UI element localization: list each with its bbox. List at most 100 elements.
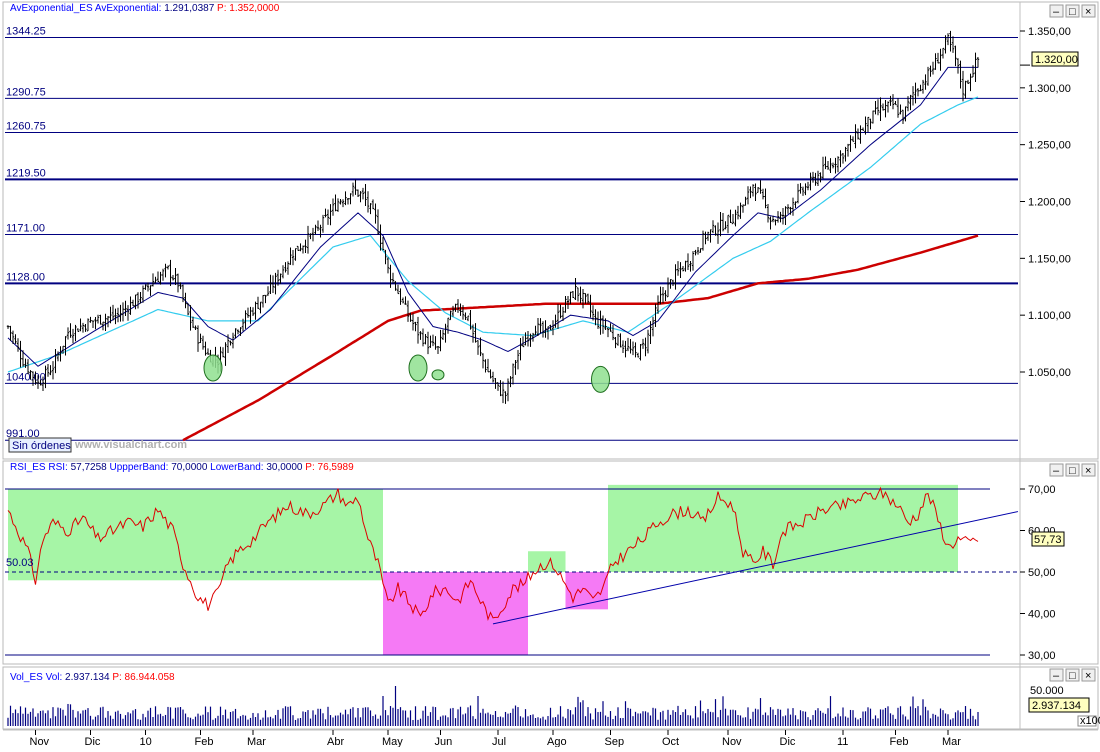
x-tick-label: Mar	[942, 736, 961, 747]
window-control-glyph: ×	[1085, 670, 1091, 682]
volume-last-label: 2.937.134	[1032, 700, 1081, 712]
rsi-tick-label: 30,00	[1028, 650, 1056, 662]
price-tick-label: 1.300,00	[1028, 83, 1071, 95]
moving-averages	[7, 66, 979, 442]
window-controls: – □ ×– □ ×– □ ×	[1049, 4, 1096, 682]
volume-unit: x100	[1080, 715, 1100, 727]
level-label: 1344.25	[6, 26, 46, 38]
volume-bars	[7, 686, 979, 726]
price-tick-label: 1.350,00	[1028, 26, 1071, 38]
window-control-frame	[1065, 463, 1080, 477]
window-control-button[interactable]: ×	[1081, 463, 1096, 477]
price-axis: 1.050,00 1.100,00 1.150,00 1.200,00 1.250,00…	[1020, 26, 1071, 379]
x-tick-label: Abr	[327, 736, 344, 747]
header-part: LowerBand:	[207, 462, 263, 473]
rsi-trendline	[492, 511, 1019, 625]
header-part: 57,7258	[68, 462, 107, 473]
header-part: P: 86.944.058	[110, 672, 175, 683]
header-part: 30,0000	[264, 462, 303, 473]
support-circles	[203, 354, 610, 393]
ema-short-line	[7, 66, 978, 367]
volume-tick: 50.000	[1030, 685, 1064, 697]
level-label: 1260.75	[6, 120, 46, 132]
header-part: 2.937.134	[62, 672, 110, 683]
watermark: www.visualchart.com	[74, 439, 187, 451]
x-tick-label: Nov	[722, 736, 742, 747]
header-part: UppperBand:	[107, 462, 169, 473]
level-label: 991.00	[6, 428, 40, 440]
window-control-button[interactable]: □	[1065, 4, 1080, 18]
rsi-zone	[8, 489, 383, 581]
rsi-tick-label: 50,00	[1028, 567, 1056, 579]
header-part: P: 76,5989	[303, 462, 355, 473]
header-part: 70,0000	[168, 462, 207, 473]
x-tick-label: 11	[837, 736, 848, 747]
header-part: 1.291,0387	[161, 3, 214, 14]
x-tick-label: Oct	[662, 736, 679, 747]
window-control-frame	[1081, 668, 1096, 682]
header-part: Vol:	[43, 672, 62, 683]
x-tick-label: 10	[140, 736, 152, 747]
price-bars	[6, 30, 1030, 404]
x-tick-label: Jun	[435, 736, 453, 747]
header-part: AvExponential:	[93, 3, 162, 14]
support-circle	[408, 354, 428, 382]
window-control-button[interactable]: –	[1049, 668, 1064, 682]
ma-long-line	[182, 234, 979, 442]
window-control-glyph: –	[1053, 670, 1060, 682]
window-control-glyph: –	[1053, 6, 1060, 18]
x-tick-label: Nov	[30, 736, 50, 747]
x-tick-label: Dic	[780, 736, 796, 747]
x-tick-label: Feb	[890, 736, 909, 747]
rsi-zone	[608, 484, 958, 572]
window-control-button[interactable]: –	[1049, 463, 1064, 477]
header-part: P: 1.352,0000	[214, 3, 279, 14]
window-control-frame	[1049, 4, 1064, 18]
price-header: AvExponential_ES AvExponential: 1.291,03…	[10, 3, 280, 14]
window-control-button[interactable]: □	[1065, 668, 1080, 682]
header-part: RSI_ES	[10, 462, 46, 473]
x-tick-label: Jul	[492, 736, 506, 747]
rsi-header: RSI_ES RSI: 57,7258 UppperBand: 70,0000 …	[10, 462, 354, 473]
level-label: 1290.75	[6, 86, 46, 98]
window-control-button[interactable]: –	[1049, 4, 1064, 18]
window-control-glyph: □	[1069, 670, 1076, 682]
level-label: 1171.00	[6, 222, 45, 234]
rsi-line	[7, 486, 979, 621]
order-tooltip-box	[8, 437, 72, 453]
volume-header: Vol_ES Vol: 2.937.134 P: 86.944.058	[10, 672, 175, 683]
window-control-glyph: ×	[1085, 465, 1091, 477]
support-resistance-levels: 1344.25 1290.75 1260.75 1219.50 1171.00 1128.…	[5, 26, 1018, 441]
window-control-glyph: □	[1069, 6, 1076, 18]
support-circle	[431, 369, 445, 381]
window-control-button[interactable]: ×	[1081, 4, 1096, 18]
x-tick-label: Mar	[247, 736, 266, 747]
price-tick-label: 1.050,00	[1028, 367, 1071, 379]
price-tick-label: 1.200,00	[1028, 197, 1071, 209]
rsi-zone	[383, 572, 528, 655]
x-axis: Nov Dic 10 Feb Mar Abr May Jun Jul Ago Sep Oct Nov Di…	[30, 730, 961, 748]
ema-mid-line	[7, 96, 979, 373]
level-label: 1219.50	[6, 167, 46, 179]
price-tick-label: 1.150,00	[1028, 253, 1071, 265]
window-control-frame	[1081, 4, 1096, 18]
window-control-button[interactable]: ×	[1081, 668, 1096, 682]
price-tick-label: 1.250,00	[1028, 140, 1071, 152]
rsi-last-label: 57,73	[1034, 534, 1062, 546]
level-label: 1040.00	[6, 371, 46, 383]
support-circle	[203, 354, 223, 382]
rsi-last-marker: 57,73	[1031, 531, 1065, 547]
x-tick-label: May	[382, 736, 403, 747]
header-part: RSI:	[46, 462, 68, 473]
header-part: AvExponential_ES	[10, 3, 93, 14]
rsi-tick-label: 70,00	[1028, 484, 1056, 496]
x-tick-label: Feb	[195, 736, 214, 747]
rsi-left-label: 50.03	[6, 557, 34, 569]
window-control-button[interactable]: □	[1065, 463, 1080, 477]
support-circle	[591, 365, 610, 393]
header-part: Vol_ES	[10, 672, 43, 683]
price-tick-label: 1.100,00	[1028, 310, 1071, 322]
window-control-frame	[1065, 668, 1080, 682]
